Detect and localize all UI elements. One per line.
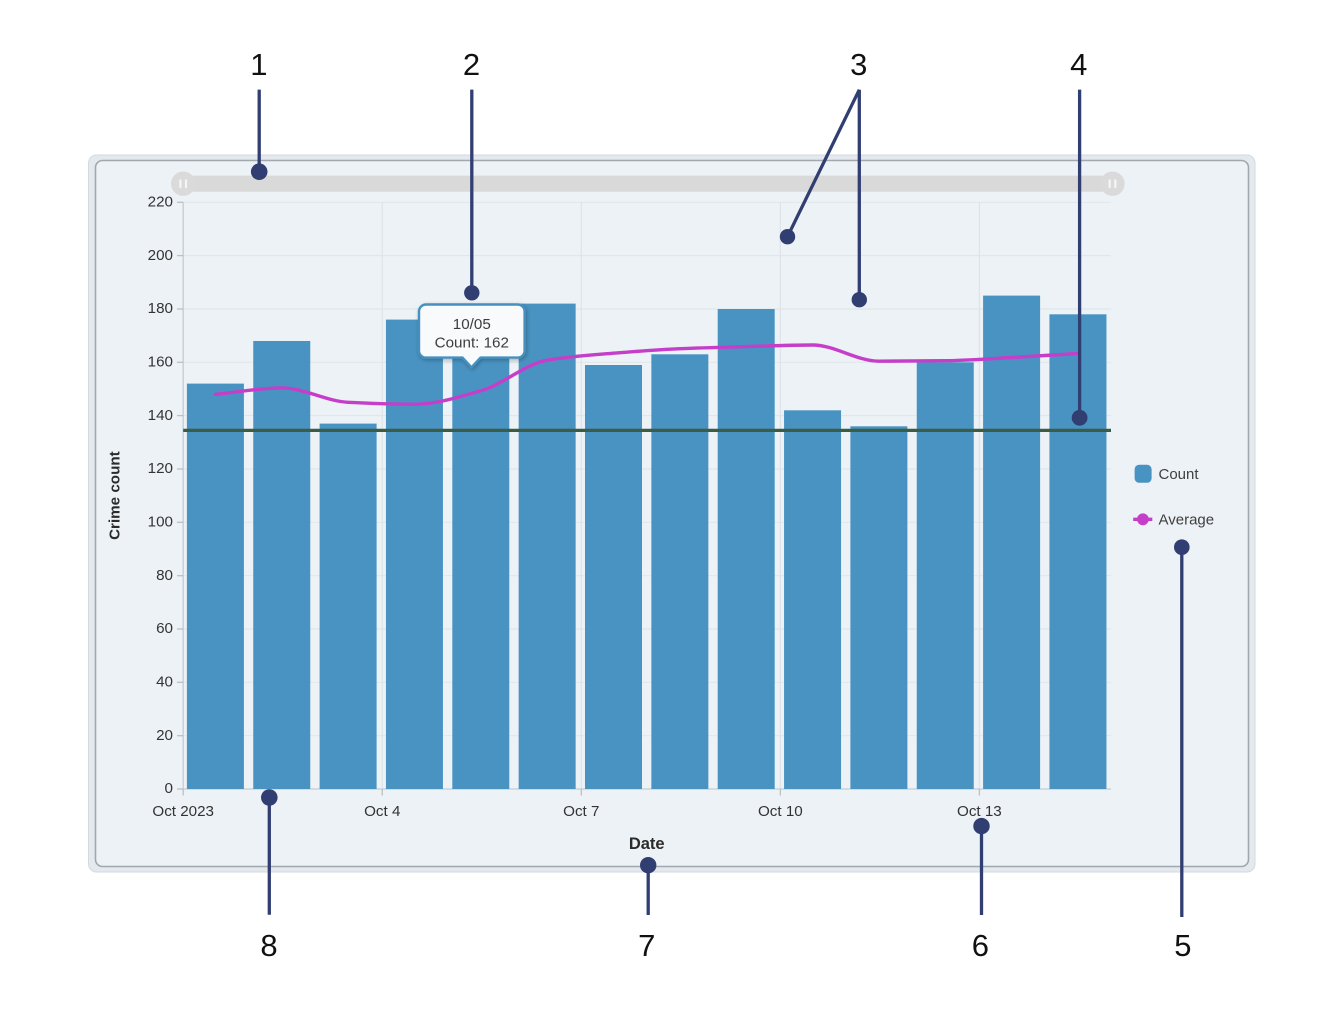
svg-text:Oct 4: Oct 4 — [364, 803, 400, 820]
svg-text:Oct 7: Oct 7 — [563, 803, 599, 820]
svg-text:220: 220 — [148, 194, 173, 211]
svg-text:8: 8 — [260, 928, 277, 963]
svg-text:2: 2 — [463, 47, 480, 82]
svg-text:100: 100 — [148, 514, 173, 531]
svg-text:60: 60 — [156, 620, 173, 637]
svg-text:Oct 2023: Oct 2023 — [152, 803, 214, 820]
svg-text:5: 5 — [1174, 928, 1191, 963]
svg-text:Date: Date — [629, 835, 665, 853]
svg-text:Count: 162: Count: 162 — [435, 335, 509, 352]
svg-text:Oct 10: Oct 10 — [758, 803, 803, 820]
svg-text:160: 160 — [148, 354, 173, 371]
svg-text:Crime count: Crime count — [107, 451, 124, 540]
svg-text:Count: Count — [1159, 466, 1200, 483]
svg-text:140: 140 — [148, 407, 173, 424]
svg-text:3: 3 — [850, 47, 867, 82]
svg-text:7: 7 — [638, 928, 655, 963]
svg-text:4: 4 — [1070, 47, 1087, 82]
svg-text:180: 180 — [148, 300, 173, 317]
svg-text:120: 120 — [148, 460, 173, 477]
svg-text:Average: Average — [1159, 511, 1215, 528]
svg-text:1: 1 — [250, 47, 267, 82]
svg-text:10/05: 10/05 — [453, 316, 491, 333]
svg-text:20: 20 — [156, 727, 173, 744]
svg-text:80: 80 — [156, 567, 173, 584]
svg-text:200: 200 — [148, 247, 173, 264]
svg-text:6: 6 — [972, 928, 989, 963]
svg-text:Oct 13: Oct 13 — [957, 803, 1002, 820]
svg-text:40: 40 — [156, 674, 173, 691]
svg-text:0: 0 — [165, 780, 173, 797]
